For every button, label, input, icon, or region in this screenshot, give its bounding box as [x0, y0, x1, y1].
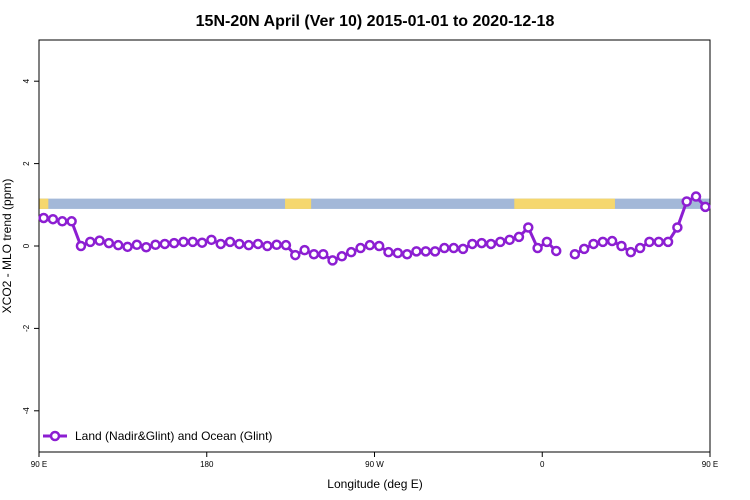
y-tick-label: 4 — [22, 78, 31, 83]
data-point — [513, 231, 525, 243]
data-point — [336, 251, 348, 262]
data-point — [439, 242, 450, 254]
background-band — [39, 198, 710, 209]
data-point — [457, 243, 469, 255]
x-axis: 90 E 180 90 W 0 90 E — [31, 452, 718, 469]
data-point — [523, 222, 534, 233]
data-point — [206, 234, 217, 246]
data-point — [588, 238, 599, 250]
data-point — [159, 238, 171, 250]
x-tick-label: 180 — [200, 460, 214, 469]
series-layer — [38, 191, 711, 266]
y-tick-label: -2 — [22, 324, 31, 332]
data-point — [140, 241, 152, 253]
data-point — [476, 237, 487, 249]
land-band — [285, 198, 312, 209]
data-point — [38, 212, 49, 224]
x-tick-label: 90 E — [31, 460, 47, 469]
data-point — [355, 242, 366, 254]
data-point — [168, 237, 180, 249]
x-tick-label: 90 E — [702, 460, 718, 469]
data-point — [606, 235, 618, 247]
data-point — [345, 246, 357, 258]
x-tick-label: 90 W — [365, 460, 384, 469]
data-point — [578, 243, 590, 255]
data-point — [373, 240, 385, 252]
y-axis: 4 2 0 -2 -4 — [22, 78, 39, 414]
data-point — [178, 236, 189, 248]
data-point — [541, 236, 553, 248]
data-point — [243, 239, 254, 251]
legend-label: Land (Nadir&Glint) and Ocean (Glint) — [75, 429, 272, 443]
data-point — [75, 240, 87, 252]
data-point — [392, 247, 404, 259]
data-point — [495, 236, 506, 248]
data-point — [448, 242, 459, 254]
data-point — [625, 246, 637, 258]
data-point — [94, 235, 105, 246]
data-point — [672, 222, 683, 233]
land-band — [39, 198, 49, 209]
data-point — [700, 201, 711, 213]
chart-title: 15N-20N April (Ver 10) 2015-01-01 to 202… — [196, 13, 555, 30]
data-point — [122, 241, 133, 253]
data-point — [616, 240, 627, 252]
data-point — [290, 249, 301, 261]
data-point — [112, 239, 124, 251]
data-point — [47, 213, 59, 225]
data-point — [317, 248, 329, 260]
x-tick-label: 0 — [540, 460, 545, 469]
legend: Land (Nadir&Glint) and Ocean (Glint) — [43, 429, 272, 443]
data-point — [653, 236, 664, 248]
data-point — [224, 236, 236, 248]
data-point — [280, 239, 292, 251]
data-point — [364, 239, 376, 251]
data-point — [234, 238, 245, 250]
data-point — [150, 239, 161, 251]
data-point — [383, 246, 394, 258]
ocean-band — [39, 198, 710, 209]
land-band — [514, 198, 615, 209]
data-point — [215, 238, 226, 250]
data-point — [420, 246, 432, 257]
data-point — [103, 237, 115, 249]
y-axis-label: XCO2 - MLO trend (ppm) — [0, 179, 14, 314]
data-point — [85, 236, 96, 248]
data-point — [196, 237, 208, 248]
data-point — [597, 236, 609, 248]
data-point — [401, 248, 413, 260]
data-point — [504, 234, 515, 246]
data-point — [532, 242, 543, 254]
data-point — [681, 196, 692, 207]
data-point — [550, 245, 562, 257]
y-tick-label: 0 — [22, 243, 31, 248]
data-point — [662, 236, 674, 248]
data-point — [131, 239, 143, 251]
data-point — [411, 246, 422, 257]
data-point — [66, 216, 77, 227]
data-point — [271, 239, 282, 251]
data-point — [569, 248, 581, 260]
data-point — [308, 248, 320, 260]
data-point — [467, 238, 478, 250]
data-point — [187, 236, 199, 248]
data-point — [262, 240, 273, 252]
data-point — [429, 246, 441, 257]
data-point — [299, 244, 310, 256]
y-tick-label: 2 — [22, 161, 31, 166]
data-point — [634, 242, 646, 254]
data-point — [485, 238, 497, 250]
legend-marker — [49, 430, 61, 442]
data-point — [252, 238, 264, 250]
data-point — [57, 216, 68, 227]
x-axis-label: Longitude (deg E) — [327, 477, 422, 491]
data-point — [644, 236, 655, 248]
data-point — [690, 191, 702, 202]
data-point — [327, 255, 338, 266]
y-tick-label: -4 — [22, 407, 31, 415]
